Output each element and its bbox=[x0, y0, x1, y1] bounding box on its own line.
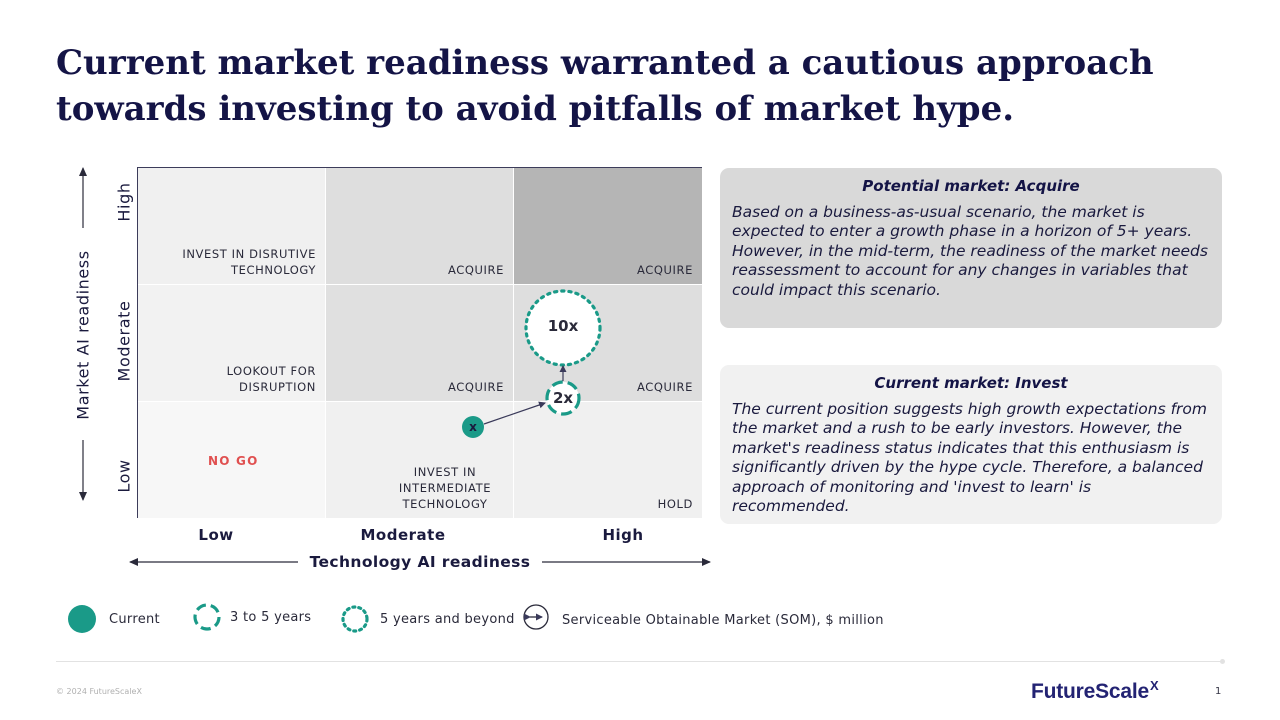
x-axis-title: Technology AI readiness bbox=[303, 553, 537, 571]
current-label: x bbox=[469, 420, 477, 434]
cell-low-low: NO GO bbox=[138, 402, 326, 519]
cell-label-lookout: LOOKOUT FOR DISRUPTION bbox=[226, 364, 316, 394]
legend-five-plus-label: 5 years and beyond bbox=[380, 612, 515, 627]
x-tick-high: High bbox=[602, 526, 644, 544]
cell-label-acquire: ACQUIRE bbox=[636, 380, 693, 394]
five-plus-label: 10x bbox=[547, 317, 579, 335]
y-axis-title: Market AI readiness bbox=[73, 250, 93, 420]
y-tick-low: Low bbox=[114, 459, 134, 493]
potential-market-body: Based on a business-as-usual scenario, t… bbox=[732, 203, 1208, 299]
cell-moderate-high: ACQUIRE bbox=[514, 285, 703, 402]
cell-moderate-moderate: ACQUIRE bbox=[326, 285, 514, 402]
current-market-heading: Current market: Invest bbox=[874, 374, 1068, 392]
cell-high-high: ACQUIRE bbox=[514, 168, 703, 285]
current-market-box: Current market: Invest The current posit… bbox=[720, 365, 1222, 524]
cell-label-acquire: ACQUIRE bbox=[447, 263, 504, 277]
title-line-2: towards investing to avoid pitfalls of m… bbox=[56, 89, 1015, 129]
three-to-five-label: 2x bbox=[552, 389, 574, 407]
copyright-text: © 2024 FutureScaleX bbox=[56, 687, 142, 696]
potential-market-box: Potential market: Acquire Based on a bus… bbox=[720, 168, 1222, 328]
legend-current-label: Current bbox=[109, 612, 160, 627]
cell-low-moderate: INVEST IN INTERMEDIATE TECHNOLOGY bbox=[326, 402, 514, 519]
cell-label-invest-intermediate: INVEST IN INTERMEDIATE TECHNOLOGY bbox=[398, 465, 492, 511]
x-tick-low: Low bbox=[198, 526, 234, 544]
legend-som-label: Serviceable Obtainable Market (SOM), $ m… bbox=[562, 613, 884, 628]
readiness-matrix: INVEST IN DISRUTIVE TECHNOLOGY ACQUIRE A… bbox=[137, 167, 703, 519]
page-title: Current market readiness warranted a cau… bbox=[56, 40, 1236, 132]
cell-high-low: INVEST IN DISRUTIVE TECHNOLOGY bbox=[138, 168, 326, 285]
legend-current-icon bbox=[68, 605, 96, 633]
legend-three-to-five-label: 3 to 5 years bbox=[230, 610, 312, 625]
cell-label-acquire: ACQUIRE bbox=[636, 263, 693, 277]
footer-divider bbox=[56, 661, 1223, 662]
footer-divider-dot bbox=[1220, 659, 1225, 664]
legend-five-plus-icon bbox=[341, 605, 369, 633]
cell-low-high: HOLD bbox=[514, 402, 703, 519]
cell-high-moderate: ACQUIRE bbox=[326, 168, 514, 285]
logo-mark: X bbox=[1150, 678, 1159, 693]
cell-label-invest-disruptive: INVEST IN DISRUTIVE TECHNOLOGY bbox=[182, 247, 316, 277]
potential-market-heading: Potential market: Acquire bbox=[862, 177, 1080, 195]
title-line-1: Current market readiness warranted a cau… bbox=[56, 43, 1154, 83]
legend-som-icon bbox=[523, 604, 549, 630]
y-tick-high: High bbox=[114, 182, 134, 222]
current-market-body: The current position suggests high growt… bbox=[732, 400, 1208, 516]
x-tick-moderate: Moderate bbox=[360, 526, 446, 544]
cell-label-hold: HOLD bbox=[657, 497, 693, 511]
page-number: 1 bbox=[1215, 686, 1222, 697]
futurescalex-logo: FutureScaleX bbox=[1031, 678, 1159, 704]
y-tick-moderate: Moderate bbox=[114, 300, 134, 382]
cell-moderate-low: LOOKOUT FOR DISRUPTION bbox=[138, 285, 326, 402]
logo-text: FutureScale bbox=[1031, 680, 1150, 703]
cell-label-no-go: NO GO bbox=[208, 454, 259, 468]
cell-label-acquire: ACQUIRE bbox=[447, 380, 504, 394]
legend-three-to-five-icon bbox=[193, 603, 221, 631]
